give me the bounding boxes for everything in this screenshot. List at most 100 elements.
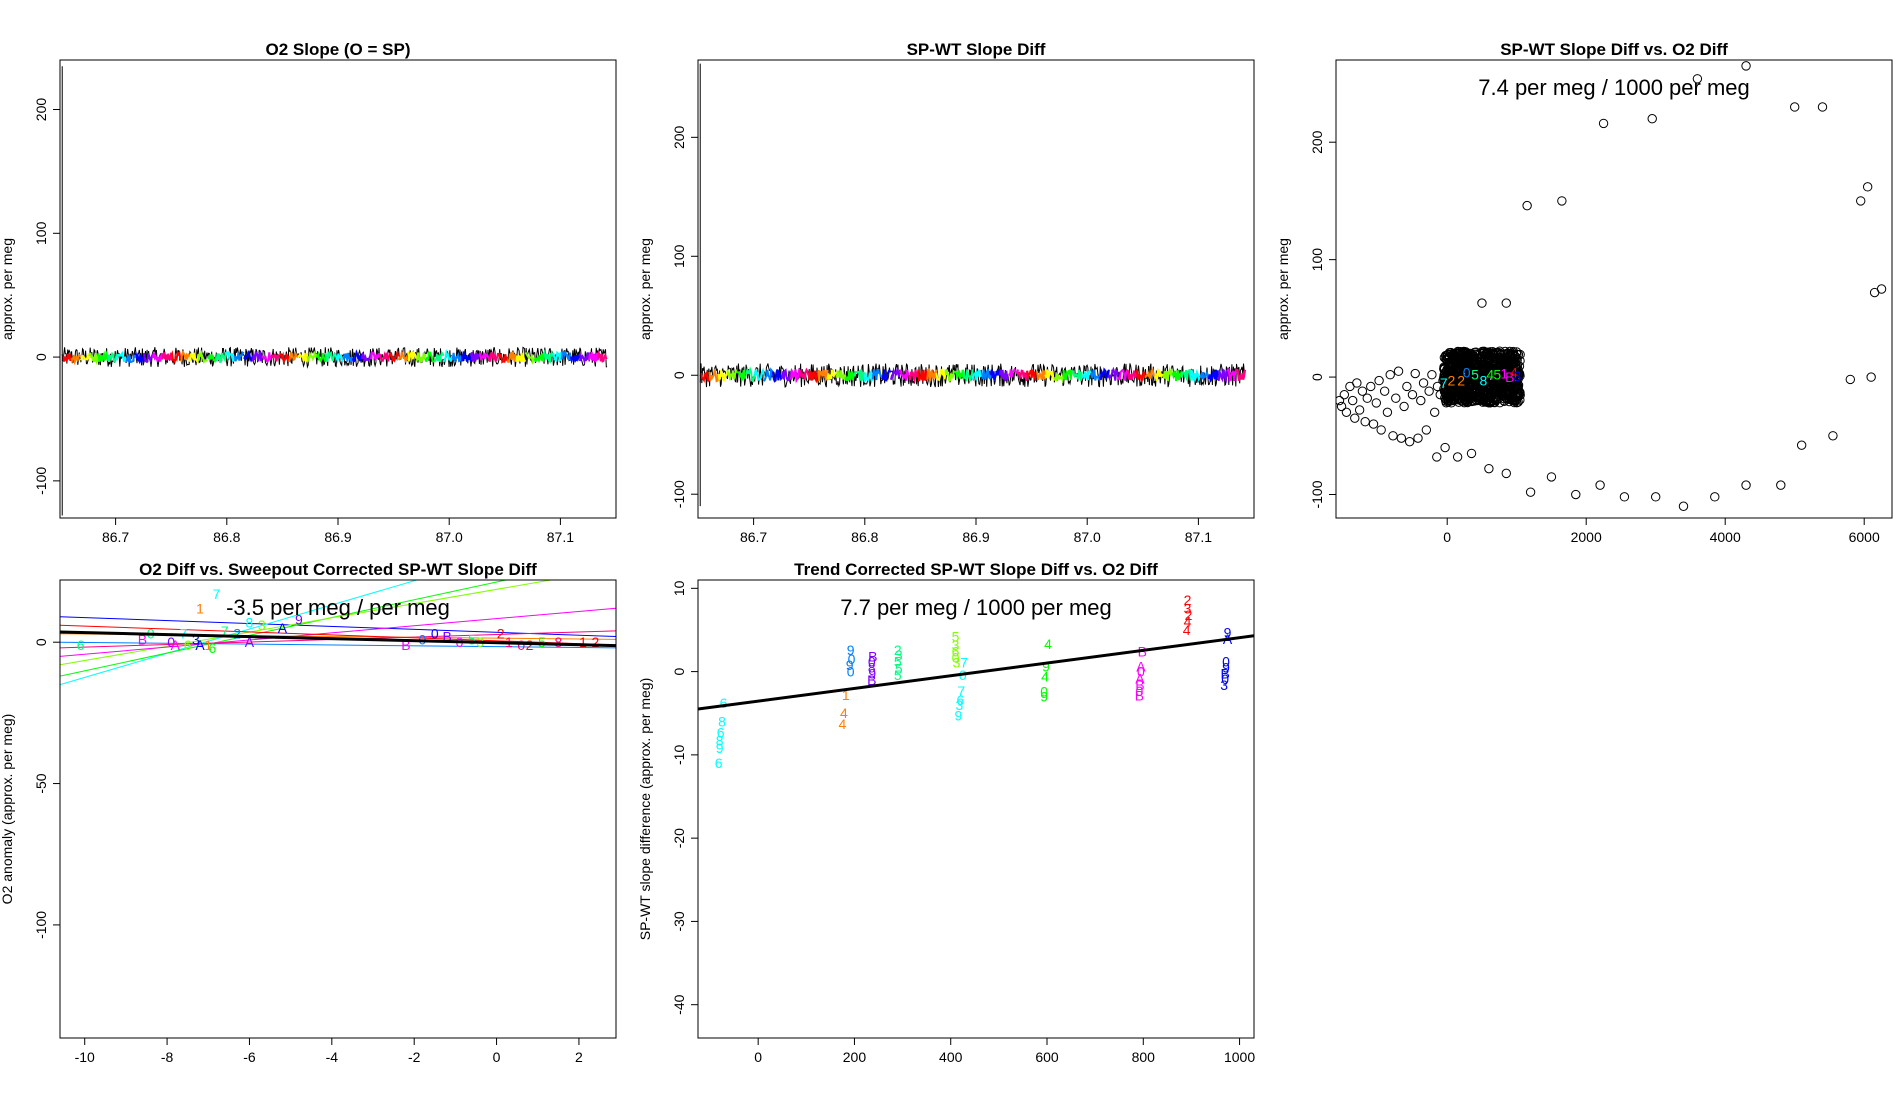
cluster-point [1497, 355, 1508, 365]
data-point [1692, 74, 1703, 84]
cluster-point [1506, 365, 1516, 375]
cluster-point [1485, 363, 1495, 373]
data-point [1357, 386, 1368, 396]
colored-segment [1226, 367, 1237, 382]
colored-segment [1144, 367, 1156, 380]
point-label: 2 [1447, 373, 1455, 389]
y-axis-label: SP-WT slope difference (approx. per meg) [637, 678, 653, 941]
colored-segment [1180, 369, 1192, 381]
data-point [1546, 472, 1557, 482]
colored-segment [324, 349, 336, 362]
point-label: 4 [1183, 622, 1191, 638]
point-label: 9 [295, 612, 303, 628]
point-label: 5 [952, 629, 960, 645]
colored-segment [587, 352, 599, 364]
colored-segment [170, 350, 182, 365]
colored-segment [388, 348, 400, 363]
data-point [1598, 118, 1609, 129]
colored-segment [288, 350, 299, 363]
point-label: 3 [955, 697, 963, 713]
cluster-point [1472, 369, 1482, 380]
point-label: 6 [956, 692, 964, 708]
data-point [1399, 401, 1409, 412]
x-tick-label: 86.7 [740, 529, 767, 545]
point-label: 5 [894, 667, 902, 683]
cluster-point [1504, 367, 1515, 377]
cluster-point [1466, 377, 1477, 388]
colored-segment [1071, 369, 1083, 381]
point-label: B [1135, 688, 1144, 704]
colored-segment [88, 352, 100, 366]
colored-segment [370, 351, 382, 362]
colored-segment [578, 352, 590, 365]
point-label: 3 [953, 654, 961, 670]
data-point [1571, 489, 1581, 500]
y-tick-label: 0 [671, 371, 687, 379]
colored-segment [717, 369, 729, 382]
panel-trend-corrected: Trend Corrected SP-WT Slope Diff vs. O2 … [637, 560, 1255, 1065]
colored-segment [134, 351, 145, 365]
point-label: B [1505, 369, 1514, 385]
point-label: 5 [894, 654, 902, 670]
colored-segment [1080, 369, 1092, 381]
colored-segment [1107, 366, 1119, 382]
point-label: 3 [895, 647, 903, 663]
point-label: 4 [1510, 364, 1518, 380]
colored-segment [899, 367, 910, 381]
data-point [1418, 378, 1429, 388]
data-point [1466, 448, 1477, 459]
colored-segment [351, 349, 363, 364]
point-label: 9 [846, 657, 854, 673]
point-label: 5 [538, 634, 546, 650]
point-label: 3 [952, 637, 960, 653]
colored-segment [944, 368, 956, 382]
colored-segment [115, 350, 127, 362]
colored-segment [1044, 369, 1056, 381]
point-label: 5 [895, 660, 903, 676]
point-label: 8 [246, 614, 254, 630]
x-tick-label: 0 [493, 1049, 501, 1065]
cluster-point [1472, 359, 1482, 369]
colored-segment [917, 369, 929, 382]
x-tick-label: 87.1 [1185, 529, 1212, 545]
x-tick-label: 86.7 [102, 529, 129, 545]
y-axis-label: approx. per meg [0, 238, 15, 340]
colored-segment [926, 368, 938, 382]
x-tick-label: 6000 [1849, 529, 1880, 545]
colored-segment [397, 349, 409, 364]
cluster-point [1446, 358, 1457, 369]
point-label: 7 [221, 623, 229, 639]
colored-segment [533, 353, 545, 364]
point-label: 0 [1040, 684, 1048, 700]
point-label: 1 [579, 634, 587, 650]
point-label: 0 [952, 649, 960, 665]
data-point [1817, 102, 1828, 112]
colored-segment [1189, 368, 1201, 384]
x-tick-label: -6 [243, 1049, 256, 1065]
y-tick-label: -40 [671, 994, 687, 1014]
data-point [1862, 182, 1873, 192]
point-label: 0 [1463, 364, 1471, 380]
point-label: 6 [184, 637, 192, 653]
x-tick-label: 86.9 [324, 529, 351, 545]
cluster-point [1446, 378, 1456, 388]
y-tick-label: -50 [33, 773, 49, 793]
y-tick-label: 0 [33, 353, 49, 361]
cluster-point [1485, 397, 1495, 407]
cluster-point [1457, 370, 1467, 381]
data-point [1391, 393, 1401, 403]
colored-segment [152, 352, 164, 363]
data-point [1429, 407, 1440, 418]
colored-segment [506, 350, 518, 363]
data-point [1876, 284, 1887, 294]
point-label: 8 [554, 634, 562, 650]
colored-segment [790, 367, 801, 384]
point-label: 9 [1224, 624, 1232, 640]
colored-segment [434, 350, 445, 363]
colored-segment [853, 369, 865, 382]
data-point [1678, 501, 1689, 511]
data-point [1866, 372, 1876, 382]
colored-segment [488, 351, 500, 362]
